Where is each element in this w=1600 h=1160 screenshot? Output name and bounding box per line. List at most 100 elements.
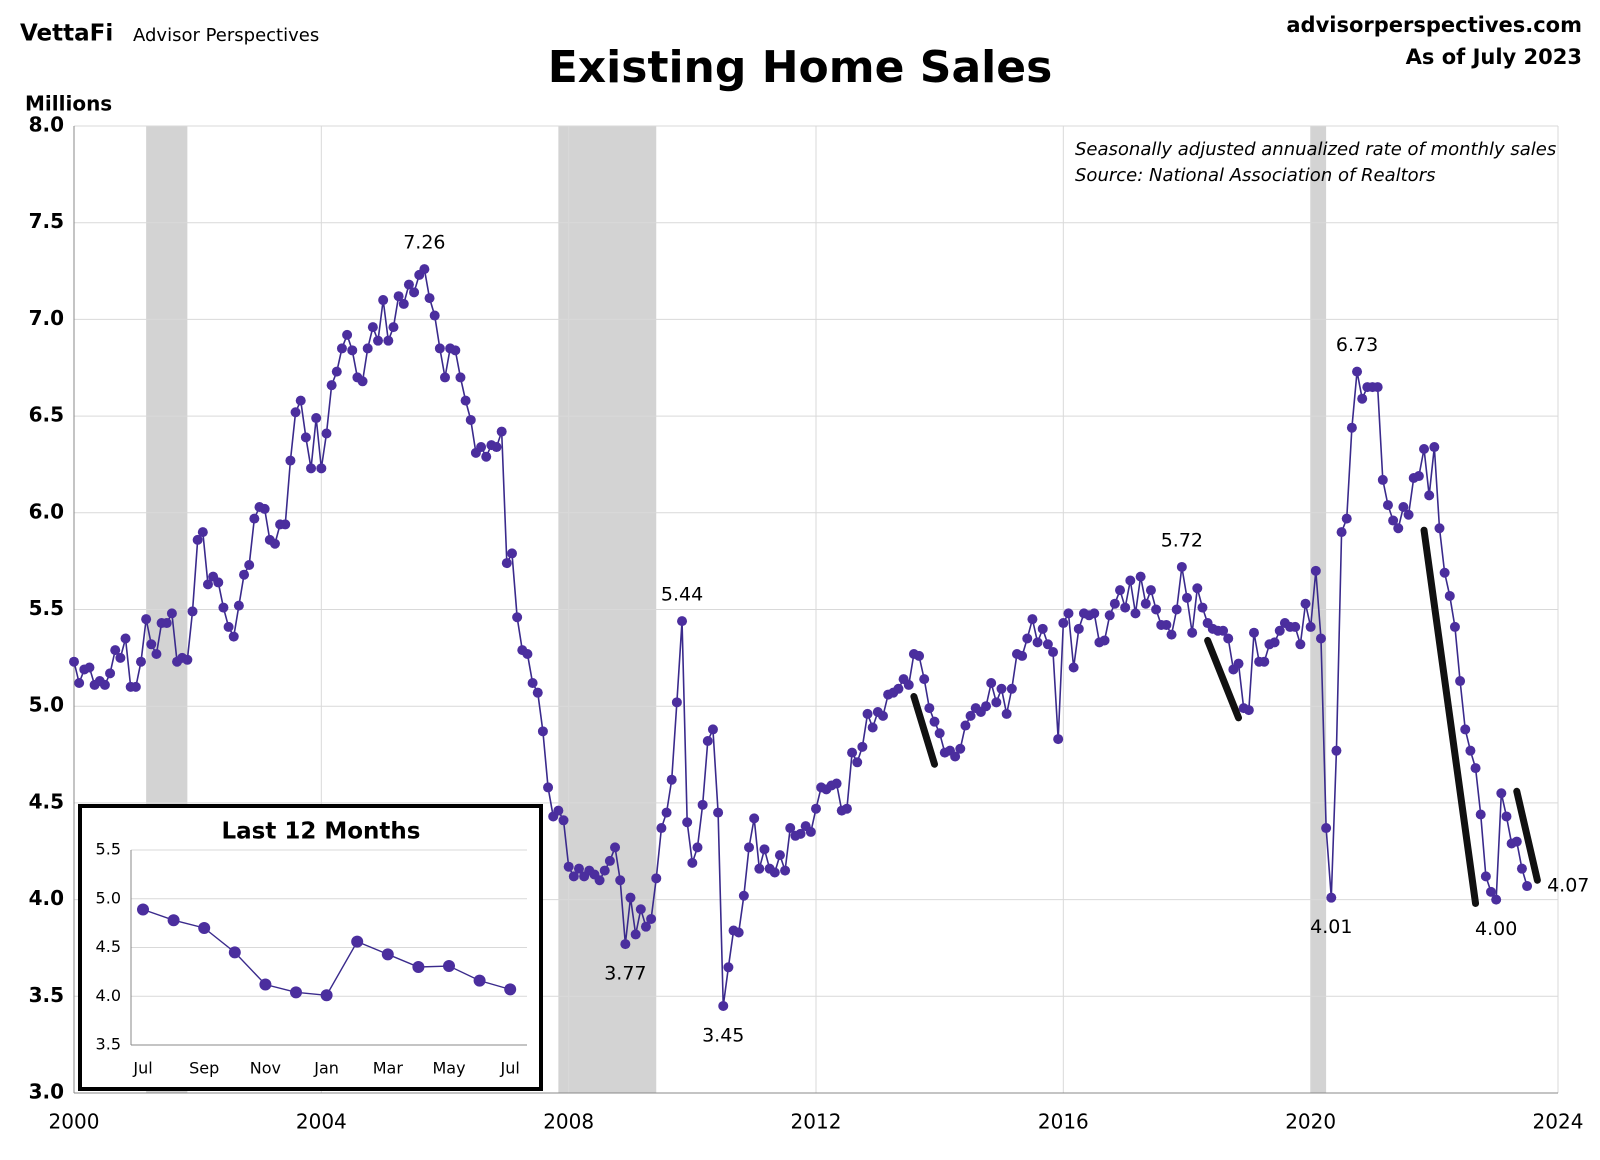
data-point — [151, 648, 162, 659]
data-point — [1048, 647, 1059, 658]
data-point — [697, 799, 708, 810]
point-label: 6.73 — [1336, 334, 1378, 356]
y-tick-label: 5.5 — [96, 840, 121, 859]
data-point — [233, 600, 244, 611]
data-point — [1192, 583, 1203, 594]
data-point — [1377, 474, 1388, 485]
data-point — [351, 935, 364, 948]
data-point — [141, 614, 152, 625]
data-point — [99, 679, 110, 690]
data-point — [197, 527, 208, 538]
site: advisorperspectives.com — [1286, 13, 1582, 37]
data-point — [877, 710, 888, 721]
data-point — [692, 842, 703, 853]
data-point — [677, 616, 688, 627]
data-point — [738, 890, 749, 901]
data-point — [563, 861, 574, 872]
y-tick-label: 3.5 — [29, 983, 64, 1007]
data-point — [831, 778, 842, 789]
y-tick-label: 4.0 — [29, 886, 64, 910]
inset-chart: Last 12 Months 3.5 4.0 4.5 5.0 5.5 Jul Sep Nov Ja… — [78, 804, 543, 1091]
data-point — [1470, 763, 1481, 774]
data-point — [996, 683, 1007, 694]
data-point — [1419, 443, 1430, 454]
data-point — [769, 867, 780, 878]
data-point — [543, 782, 554, 793]
data-point — [1486, 886, 1497, 897]
data-point — [280, 519, 291, 530]
data-point — [718, 1000, 729, 1011]
data-point — [512, 612, 523, 623]
data-point — [1120, 602, 1131, 613]
data-point — [362, 343, 373, 354]
data-point — [1037, 623, 1048, 634]
trend-line — [1204, 636, 1243, 722]
data-point — [1042, 639, 1053, 650]
data-point — [1305, 621, 1316, 632]
data-point — [1496, 788, 1507, 799]
data-point — [218, 602, 229, 613]
data-point — [1017, 650, 1028, 661]
data-point — [1248, 627, 1259, 638]
data-point — [192, 534, 203, 545]
data-point — [311, 413, 322, 424]
data-point — [1326, 892, 1337, 903]
data-point — [290, 407, 301, 418]
data-point — [1063, 608, 1074, 619]
data-point — [903, 679, 914, 690]
data-point — [707, 724, 718, 735]
data-point — [780, 865, 791, 876]
brand: VettaFi — [20, 21, 113, 47]
data-point — [1109, 598, 1120, 609]
data-point — [754, 863, 765, 874]
data-point — [223, 621, 234, 632]
data-point — [1439, 567, 1450, 578]
data-point — [522, 648, 533, 659]
data-point — [476, 442, 487, 453]
data-point — [1336, 527, 1347, 538]
data-point — [857, 741, 868, 752]
data-point — [682, 817, 693, 828]
data-point — [795, 828, 806, 839]
data-point — [687, 857, 698, 868]
data-point — [326, 380, 337, 391]
data-point — [228, 946, 241, 959]
data-point — [1460, 724, 1471, 735]
point-label: 4.01 — [1310, 916, 1352, 938]
data-point — [573, 863, 584, 874]
data-point — [1022, 633, 1033, 644]
data-point — [110, 645, 121, 656]
point-label: 7.26 — [403, 232, 445, 254]
data-point — [167, 914, 180, 927]
data-point — [244, 560, 255, 571]
data-point — [419, 264, 430, 275]
data-point — [1166, 629, 1177, 640]
data-point — [1032, 637, 1043, 648]
point-label: 4.00 — [1475, 918, 1517, 940]
note: Source: National Association of Realtors — [1075, 165, 1435, 186]
data-point — [336, 343, 347, 354]
data-point — [388, 322, 399, 333]
x-tick-label: May — [432, 1059, 465, 1078]
x-tick-label: 2020 — [1285, 1110, 1336, 1134]
data-point — [1501, 811, 1512, 822]
data-point — [1382, 500, 1393, 511]
x-tick-label: 2024 — [1533, 1110, 1584, 1134]
x-tick-label: Jul — [132, 1059, 152, 1078]
data-point — [1053, 734, 1064, 745]
data-point — [398, 298, 409, 309]
data-point — [130, 681, 141, 692]
data-point — [300, 432, 311, 443]
data-point — [1300, 598, 1311, 609]
y-axis-label: Millions — [25, 92, 112, 116]
data-point — [342, 329, 353, 340]
data-point — [69, 656, 79, 667]
data-point — [723, 962, 734, 973]
data-point — [434, 343, 445, 354]
data-point — [496, 426, 507, 437]
data-point — [1073, 623, 1084, 634]
point-label: 5.72 — [1161, 529, 1203, 551]
data-point — [1475, 809, 1486, 820]
data-point — [321, 428, 332, 439]
